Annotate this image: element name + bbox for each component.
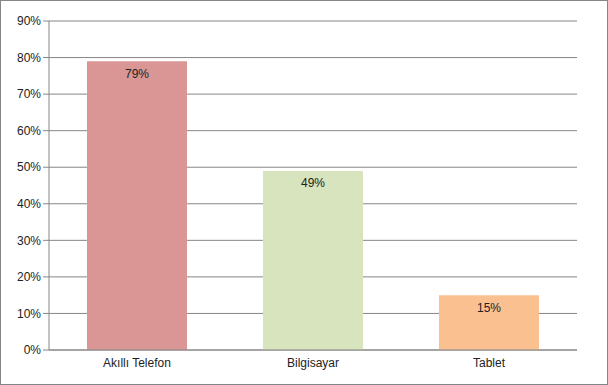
svg-text:Akıllı Telefon: Akıllı Telefon	[103, 356, 171, 370]
svg-text:79%: 79%	[125, 67, 149, 81]
svg-text:Tablet: Tablet	[473, 356, 506, 370]
svg-text:10%: 10%	[17, 307, 41, 321]
svg-text:30%: 30%	[17, 234, 41, 248]
svg-text:15%: 15%	[477, 301, 501, 315]
svg-text:49%: 49%	[301, 176, 325, 190]
svg-text:40%: 40%	[17, 197, 41, 211]
svg-text:80%: 80%	[17, 51, 41, 65]
svg-text:20%: 20%	[17, 270, 41, 284]
svg-text:Bilgisayar: Bilgisayar	[287, 356, 339, 370]
svg-text:90%: 90%	[17, 14, 41, 28]
svg-text:0%: 0%	[24, 343, 42, 357]
svg-text:60%: 60%	[17, 124, 41, 138]
svg-text:70%: 70%	[17, 87, 41, 101]
svg-text:50%: 50%	[17, 160, 41, 174]
